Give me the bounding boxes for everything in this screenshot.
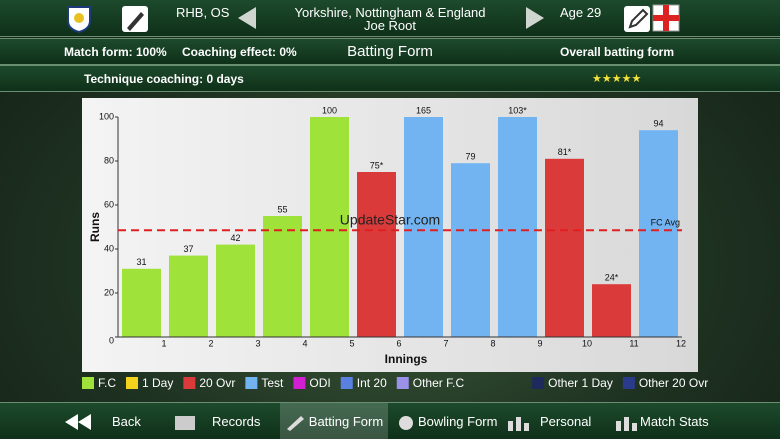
legend-label: ODI [309, 376, 330, 390]
flag-icon[interactable] [652, 4, 680, 32]
x-tick-label: 3 [255, 338, 260, 348]
x-tick-label: 6 [396, 338, 401, 348]
nav-label: Match Stats [640, 414, 709, 429]
nav-personal[interactable]: Personal [506, 403, 591, 439]
bar [451, 163, 490, 337]
x-tick-label: 8 [490, 338, 495, 348]
value-label: 75* [370, 160, 384, 170]
overall-label: Overall batting form [560, 45, 675, 59]
value-label: 37 [183, 244, 193, 254]
bottom-bar: Back Records Batting Form Bowling Form P… [0, 402, 780, 439]
legend-label: Other F.C [413, 376, 465, 390]
county-badge[interactable] [66, 5, 92, 33]
match-form: Match form: 100% [64, 45, 167, 59]
hand: RHB, OS [176, 5, 230, 20]
bar [498, 117, 537, 337]
bar [545, 158, 584, 337]
x-tick-label: 10 [582, 338, 592, 348]
watermark: UpdateStar.com [340, 212, 440, 228]
legend-swatch [340, 377, 353, 389]
bar [310, 117, 349, 337]
legend-swatch [183, 377, 196, 389]
prev-arrow[interactable] [236, 6, 258, 30]
nav-bowling-form[interactable]: Bowling Form [394, 403, 497, 439]
nav-match-stats[interactable]: Match Stats [614, 403, 709, 439]
value-label: 165 [416, 105, 431, 115]
next-arrow[interactable] [524, 6, 546, 30]
x-tick-label: 1 [161, 338, 166, 348]
info-bar: Match form: 100% Coaching effect: 0% Bat… [0, 38, 780, 65]
value-label: 55 [277, 204, 287, 214]
legend-swatch [126, 377, 138, 389]
value-label: 24* [605, 273, 619, 283]
y-tick-label: 20 [104, 287, 114, 297]
y-tick-label: 0 [109, 335, 114, 345]
nav-label: Back [112, 414, 141, 429]
x-tick-label: 2 [208, 338, 213, 348]
x-axis-label: Innings [385, 352, 428, 366]
nav-label: Records [212, 414, 261, 429]
bar [592, 284, 631, 337]
stars: ★★★★★ [592, 73, 642, 85]
bar [404, 117, 443, 337]
x-tick-label: 9 [537, 338, 542, 348]
bat-icon[interactable] [120, 4, 150, 34]
legend-swatch [293, 377, 306, 389]
legend-label: F.C [98, 376, 116, 390]
value-label: 31 [136, 257, 146, 267]
top-bar: RHB, OS Yorkshire, Nottingham & England … [0, 0, 780, 37]
age: Age 29 [560, 5, 602, 20]
nav-label: Bowling Form [418, 414, 498, 429]
bar [216, 244, 255, 337]
value-label: 81* [558, 147, 572, 157]
legend-label: 20 Ovr [199, 376, 235, 390]
player-name: Joe Root [363, 18, 417, 33]
nav-batting-form[interactable]: Batting Form [280, 403, 388, 439]
teams: Yorkshire, Nottingham & England [294, 5, 486, 20]
value-label: 42 [230, 233, 240, 243]
value-label: 103* [508, 105, 527, 115]
y-tick-label: 40 [104, 243, 114, 253]
value-label: 94 [653, 119, 663, 129]
screen-title: Batting Form [347, 43, 433, 60]
bar [169, 255, 208, 337]
legend-swatch [532, 377, 545, 389]
nav-label: Batting Form [308, 414, 384, 429]
bar [639, 130, 678, 337]
legend-label: Other 20 Ovr [639, 376, 708, 390]
bar [122, 268, 161, 337]
nav-back[interactable]: Back [64, 403, 141, 439]
coaching-effect: Coaching effect: 0% [182, 45, 297, 59]
nav-records[interactable]: Records [174, 403, 260, 439]
x-tick-label: 12 [676, 338, 686, 348]
value-label: 100 [322, 105, 337, 115]
technique: Technique coaching: 0 days [84, 72, 244, 86]
y-tick-label: 80 [104, 155, 114, 165]
y-tick-label: 100 [99, 111, 114, 121]
legend-label: Int 20 [357, 376, 387, 390]
bar [357, 172, 396, 337]
legend-swatch [396, 377, 409, 389]
legend-label: 1 Day [142, 376, 173, 390]
x-tick-label: 4 [302, 338, 307, 348]
edit-icon[interactable] [622, 4, 652, 34]
bar [263, 216, 302, 337]
x-tick-label: 7 [443, 338, 448, 348]
reference-label: FC Avg [651, 218, 680, 228]
technique-bar: Technique coaching: 0 days ★★★★★ [0, 65, 780, 92]
y-axis-label: Runs [88, 212, 102, 242]
x-tick-label: 5 [349, 338, 354, 348]
nav-label: Personal [540, 414, 592, 429]
legend-swatch [245, 377, 258, 389]
x-tick-label: 11 [629, 338, 638, 348]
legend-swatch [82, 377, 94, 389]
value-label: 79 [465, 152, 475, 162]
legend-label: Test [261, 376, 284, 390]
legend-label: Other 1 Day [548, 376, 613, 390]
legend-swatch [622, 377, 635, 389]
y-tick-label: 60 [104, 199, 114, 209]
